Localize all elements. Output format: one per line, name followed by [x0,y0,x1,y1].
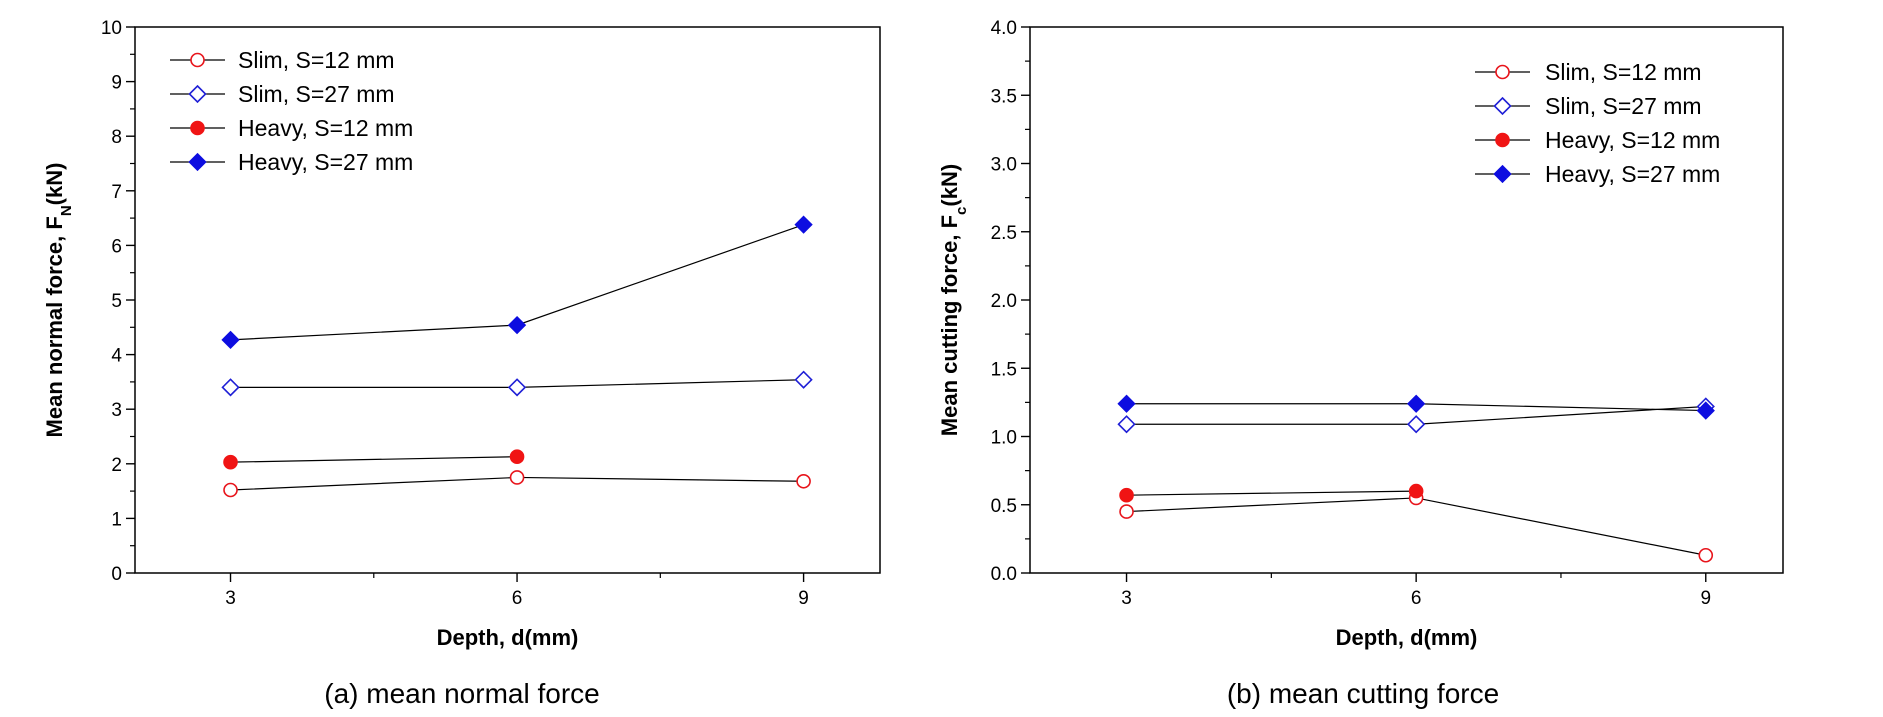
chart-b-data-point [1407,394,1426,413]
chart-a-y-tick-label: 1 [111,509,122,530]
chart-a-data-point [796,473,811,489]
chart-b-x-tick-label: 6 [1411,588,1422,609]
chart-a-y-tick-label: 2 [111,455,122,476]
chart-a-y-tick-label: 6 [111,236,122,257]
chart-a-data-point [221,330,240,349]
chart-b-x-tick-label: 9 [1700,588,1711,609]
chart-b-legend-label: Slim, S=27 mm [1545,93,1702,119]
chart-a-x-axis-label: Depth, d(mm) [437,625,579,650]
chart-a-y-tick-label: 3 [111,400,122,421]
chart-b-data-point [1117,394,1136,413]
chart-b-data-point [1407,415,1426,434]
chart-a-data-point [223,482,238,498]
chart-a-y-tick-label: 10 [101,18,122,39]
chart-b-data-point [1119,504,1134,519]
chart-a-legend-label: Slim, S=27 mm [238,81,395,107]
chart-a-legend-label: Heavy, S=12 mm [238,115,413,141]
chart-b-y-tick-label: 1.0 [991,428,1017,449]
chart-b-x-tick-label: 3 [1121,588,1132,609]
chart-a-data-point [509,449,525,465]
chart-b-series-line [1126,497,1706,556]
chart-b-y-tick-label: 1.5 [991,359,1017,380]
chart-a-y-tick-label: 7 [111,182,122,203]
chart-a-data-point [507,378,527,397]
chart-b-data-point [1698,547,1714,563]
chart-a-x-tick-label: 9 [798,588,809,609]
chart-b-legend-marker [1493,96,1512,116]
chart-a-legend-marker [188,84,207,104]
chart-b-y-tick-label: 4.0 [991,18,1017,39]
chart-a-plot-frame [134,26,881,574]
chart-b-data-point [1408,483,1424,499]
chart-b-y-tick-label: 0.5 [991,496,1017,517]
chart-b-x-axis-label: Depth, d(mm) [1336,625,1478,650]
chart-b-data-point [1119,487,1134,503]
chart-a-caption: (a) mean normal force [324,678,599,709]
chart-b-legend-label: Heavy, S=12 mm [1545,127,1720,153]
chart-b-caption: (b) mean cutting force [1227,678,1499,709]
chart-b-series-line [1126,490,1417,496]
chart-b-y-tick-label: 3.0 [991,155,1017,176]
chart-b-legend-label: Heavy, S=27 mm [1545,161,1720,187]
chart-b-y-tick-label: 2.5 [991,223,1017,244]
chart-a-legend-marker [190,120,205,136]
chart-b-legend-marker [1495,64,1510,80]
chart-b-y-tick-label: 2.0 [991,291,1017,312]
chart-b-legend-label: Slim, S=12 mm [1545,59,1702,85]
chart-a-data-point [507,315,527,335]
chart-a-data-point [794,370,813,389]
chart-b-data-point [1696,401,1715,420]
chart-a-y-tick-label: 4 [111,346,122,367]
chart-b-y-tick-label: 0.0 [991,564,1017,585]
chart-a-legend-label: Heavy, S=27 mm [238,149,413,175]
chart-b-y-tick-label: 3.5 [991,86,1017,107]
chart-b-legend-marker [1495,132,1510,148]
chart-a-legend-marker [190,52,205,68]
chart-a-y-tick-label: 9 [111,73,122,94]
chart-a-y-tick-label: 0 [111,564,122,585]
chart-a-y-axis-label: Mean normal force, FN(kN) [42,163,75,438]
chart-a-series-line [230,456,518,463]
chart-a-legend-marker [188,152,207,172]
chart-a-data-point [794,215,813,234]
chart-a-data-point [221,378,240,397]
chart-a-data-point [223,454,238,470]
chart-a-x-tick-label: 6 [512,588,523,609]
chart-b-data-point [1117,415,1136,434]
chart-a-y-tick-label: 8 [111,127,122,148]
chart-a-data-point [509,470,525,485]
chart-a-legend-label: Slim, S=12 mm [238,47,395,73]
chart-b-y-axis-label: Mean cutting force, Fc(kN) [937,164,970,436]
chart-b-legend-marker [1493,164,1512,184]
chart-a-y-tick-label: 5 [111,291,122,312]
chart-a-x-tick-label: 3 [225,588,236,609]
